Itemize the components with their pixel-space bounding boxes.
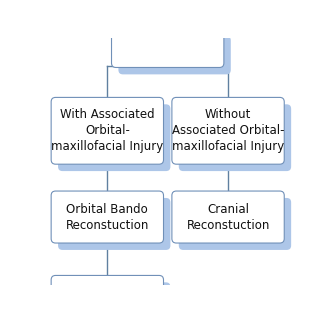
FancyBboxPatch shape xyxy=(118,36,231,74)
FancyBboxPatch shape xyxy=(58,282,171,320)
FancyBboxPatch shape xyxy=(179,198,291,250)
FancyBboxPatch shape xyxy=(58,104,171,171)
Text: Without
Associated Orbital-
maxillofacial Injury: Without Associated Orbital- maxillofacia… xyxy=(172,108,284,153)
FancyBboxPatch shape xyxy=(58,198,171,250)
Text: Cranial
Reconstuction: Cranial Reconstuction xyxy=(186,203,270,232)
Text: With Associated
Orbital-
maxillofacial Injury: With Associated Orbital- maxillofacial I… xyxy=(51,108,164,153)
Text: Orbital Bando
Reconstuction: Orbital Bando Reconstuction xyxy=(66,203,149,232)
FancyBboxPatch shape xyxy=(172,97,284,164)
FancyBboxPatch shape xyxy=(51,97,164,164)
FancyBboxPatch shape xyxy=(51,276,164,314)
FancyBboxPatch shape xyxy=(111,29,224,68)
FancyBboxPatch shape xyxy=(172,191,284,243)
FancyBboxPatch shape xyxy=(179,104,291,171)
FancyBboxPatch shape xyxy=(51,191,164,243)
